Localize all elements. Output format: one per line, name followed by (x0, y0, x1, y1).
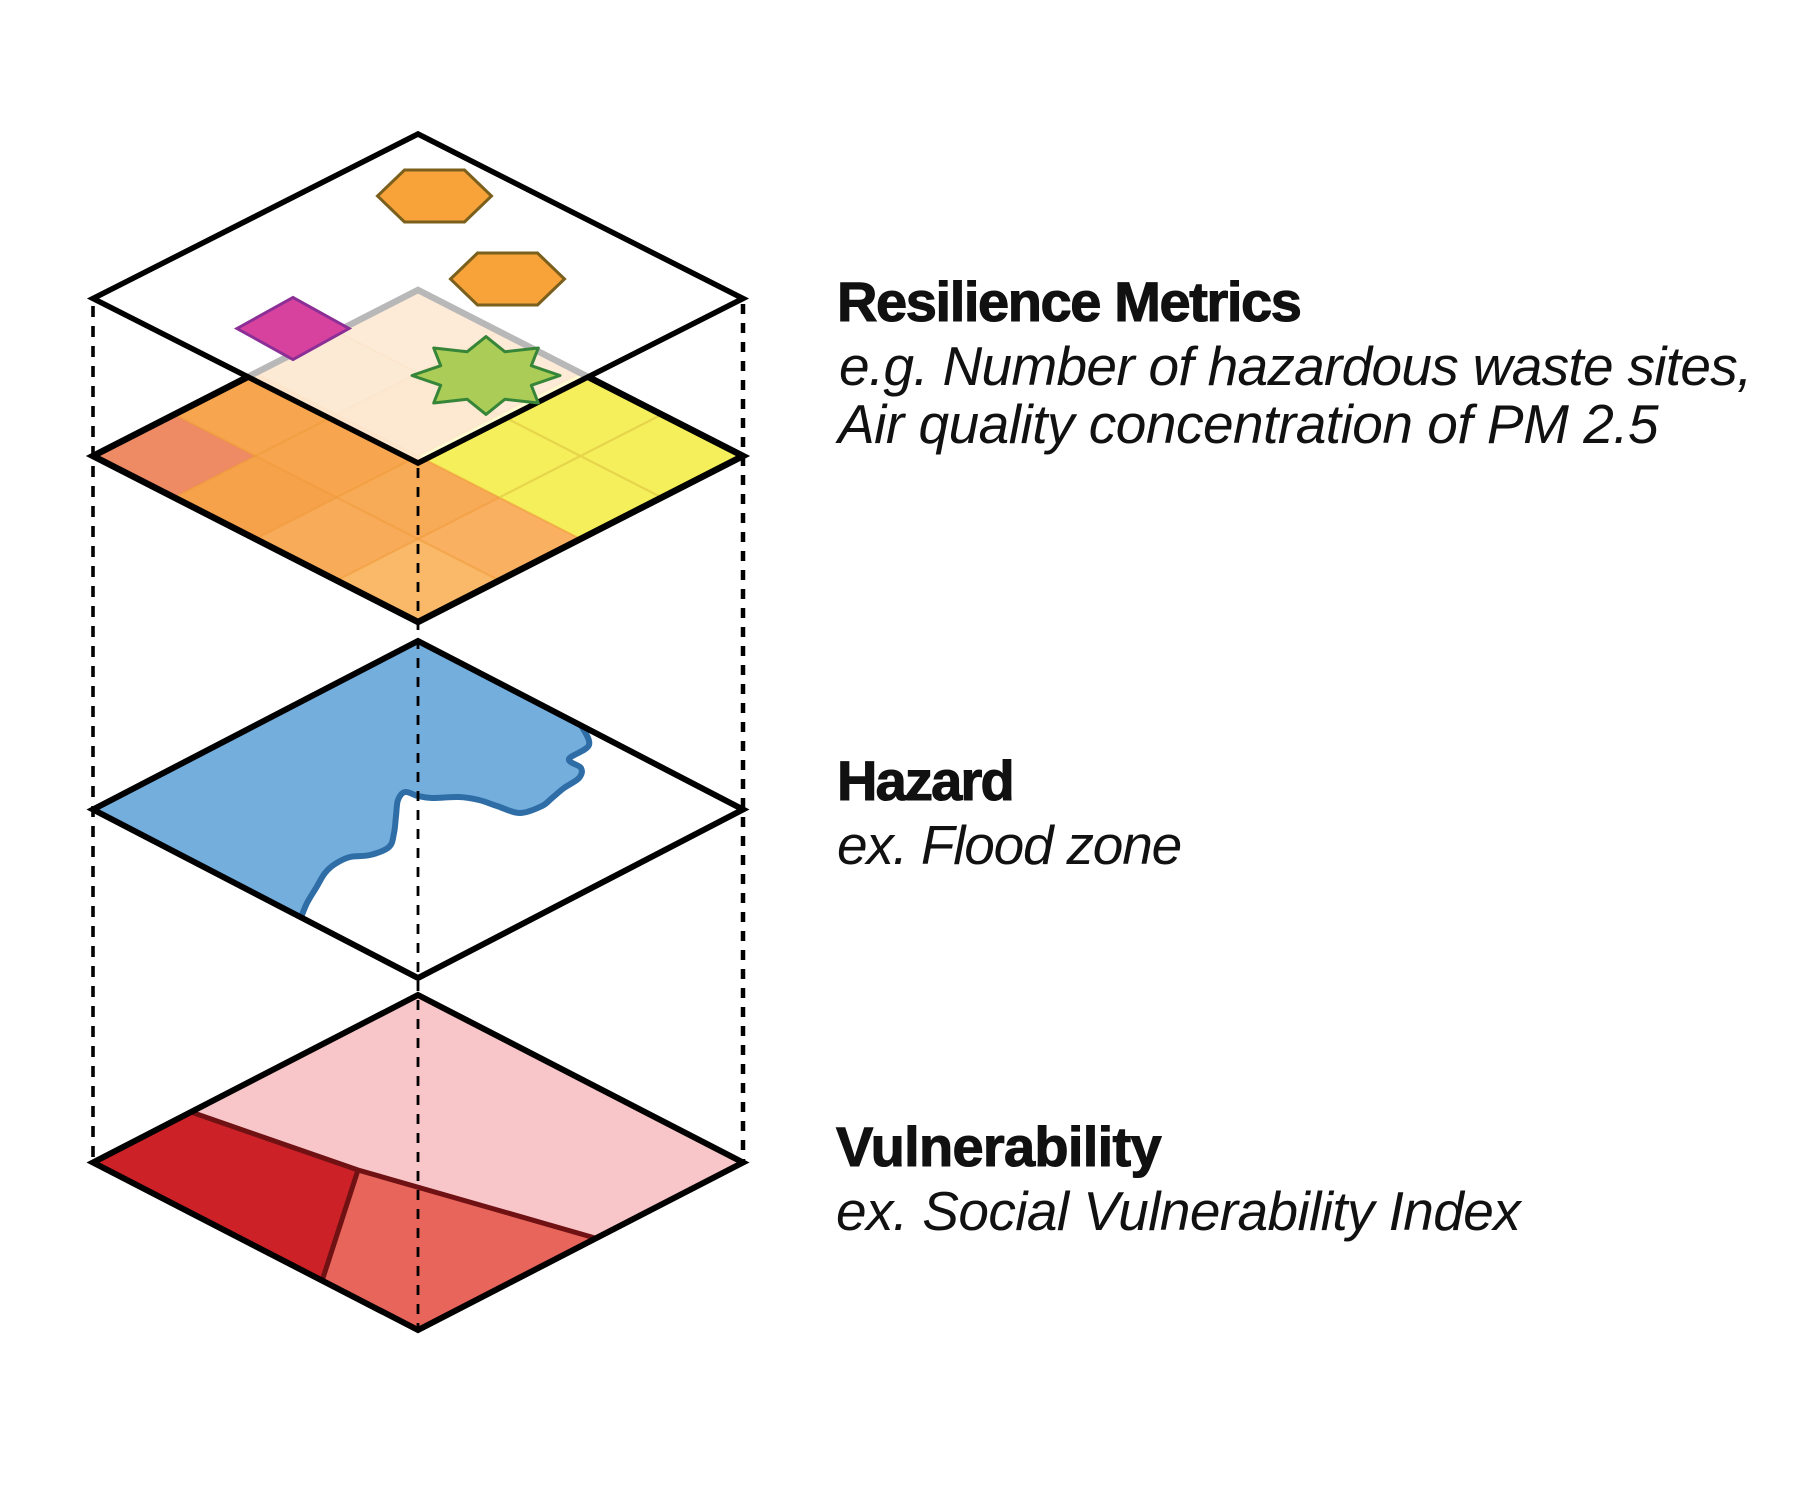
svg-text:ex. Social Vulnerability Index: ex. Social Vulnerability Index (836, 1180, 1523, 1242)
svg-text:ex. Flood zone: ex. Flood zone (837, 814, 1181, 876)
svg-text:e.g. Number of hazardous waste: e.g. Number of hazardous waste sites, (839, 335, 1752, 397)
svg-text:Air quality concentration of P: Air quality concentration of PM 2.5 (835, 393, 1659, 455)
svg-text:Vulnerability: Vulnerability (836, 1115, 1161, 1178)
svg-text:Hazard: Hazard (837, 749, 1013, 812)
svg-text:Resilience Metrics: Resilience Metrics (837, 270, 1301, 333)
